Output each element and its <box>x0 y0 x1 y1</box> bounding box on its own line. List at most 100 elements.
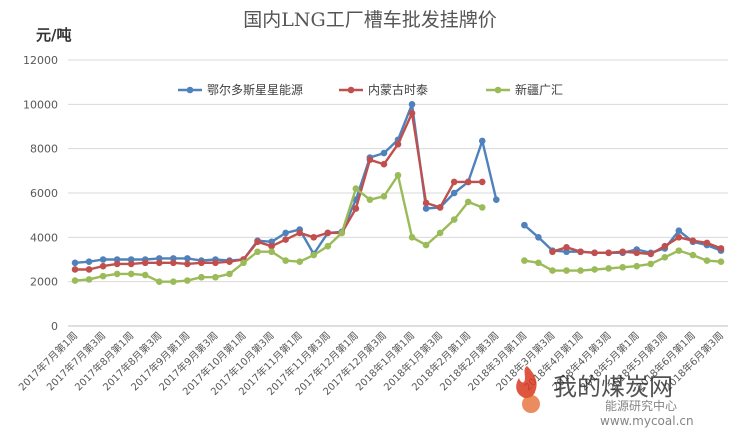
data-point <box>675 227 683 234</box>
legend-swatch-marker <box>494 86 502 94</box>
data-point <box>521 257 528 264</box>
data-point <box>661 242 669 250</box>
data-point <box>591 249 598 257</box>
series-group <box>71 101 725 285</box>
y-unit-label: 元/吨 <box>36 26 71 44</box>
data-point <box>703 257 711 264</box>
chart-title: 国内LNG工厂槽车批发挂牌价 <box>243 9 496 31</box>
y-tick-label: 2000 <box>30 276 58 289</box>
y-tick-label: 8000 <box>30 143 58 156</box>
watermark-sub: 能源研究中心 <box>605 398 677 413</box>
legend-swatch-marker <box>347 86 355 94</box>
data-point <box>212 259 219 267</box>
data-point <box>366 156 374 164</box>
data-point <box>127 260 135 268</box>
data-point <box>408 234 416 241</box>
data-point <box>99 262 107 270</box>
data-point <box>155 259 163 267</box>
data-point <box>366 196 374 203</box>
watermark: 我的煤炭网 能源研究中心 www.mycoal.cn <box>516 366 694 428</box>
data-point <box>549 248 556 256</box>
data-point <box>296 258 304 266</box>
data-point <box>310 251 318 259</box>
data-point <box>717 245 725 252</box>
data-point <box>352 185 360 192</box>
data-point <box>478 178 486 186</box>
data-point <box>226 270 233 278</box>
data-point <box>605 265 612 272</box>
data-point <box>184 277 191 284</box>
y-tick-label: 10000 <box>23 98 58 111</box>
data-point <box>619 263 626 271</box>
data-point <box>675 247 683 254</box>
data-point <box>71 277 79 284</box>
data-point <box>661 253 669 261</box>
gridlines <box>68 59 728 327</box>
data-point <box>113 260 121 268</box>
data-point <box>184 255 191 262</box>
data-point <box>535 259 542 267</box>
data-point <box>226 258 233 266</box>
data-point <box>282 236 289 243</box>
x-axis-ticks: 2017年7月第1周2017年7月第3周2017年8月第1周2017年8月第3周… <box>16 329 726 398</box>
data-point <box>85 276 93 283</box>
coal-logo-icon <box>516 366 540 413</box>
data-point <box>99 256 107 263</box>
data-point <box>717 258 725 266</box>
data-point <box>254 248 261 256</box>
data-point <box>619 248 626 256</box>
data-point <box>99 272 107 280</box>
data-point <box>450 189 458 197</box>
data-point <box>394 171 402 179</box>
series-1 <box>71 101 725 267</box>
data-point <box>71 259 79 267</box>
data-point <box>689 237 697 244</box>
legend-item: 内蒙古时泰 <box>339 82 428 97</box>
data-point <box>633 249 641 257</box>
y-tick-label: 0 <box>51 320 58 333</box>
data-point <box>268 248 275 256</box>
data-point <box>450 178 458 186</box>
data-point <box>478 204 486 211</box>
data-point <box>478 137 486 145</box>
data-point <box>408 109 416 117</box>
y-tick-label: 4000 <box>30 231 58 244</box>
data-point <box>212 273 219 281</box>
watermark-url: www.mycoal.cn <box>600 414 694 428</box>
data-point <box>85 266 93 273</box>
legend-label: 新疆广汇 <box>515 82 563 97</box>
series-2 <box>71 109 725 273</box>
data-point <box>141 271 149 279</box>
data-point <box>254 238 261 246</box>
data-point <box>127 270 135 278</box>
data-point <box>436 229 444 237</box>
data-point <box>184 260 191 268</box>
data-point <box>535 234 542 241</box>
data-point <box>549 267 556 274</box>
y-tick-label: 12000 <box>23 54 58 67</box>
legend-item: 鄂尔多斯星星能源 <box>178 82 303 97</box>
data-point <box>380 193 388 200</box>
legend-item: 新疆广汇 <box>486 82 563 97</box>
data-point <box>689 251 697 259</box>
data-point <box>296 229 304 237</box>
data-point <box>422 199 430 207</box>
data-point <box>647 260 655 268</box>
data-point <box>422 241 430 249</box>
data-point <box>380 160 388 168</box>
data-point <box>436 204 444 211</box>
data-point <box>591 266 598 273</box>
data-point <box>675 234 683 241</box>
data-point <box>282 229 289 237</box>
data-point <box>647 250 655 258</box>
data-point <box>464 178 472 186</box>
y-tick-label: 6000 <box>30 187 58 200</box>
data-point <box>577 267 584 274</box>
data-point <box>268 242 275 250</box>
data-point <box>577 248 584 256</box>
data-point <box>492 196 500 203</box>
data-point <box>113 270 121 278</box>
data-point <box>352 205 360 212</box>
